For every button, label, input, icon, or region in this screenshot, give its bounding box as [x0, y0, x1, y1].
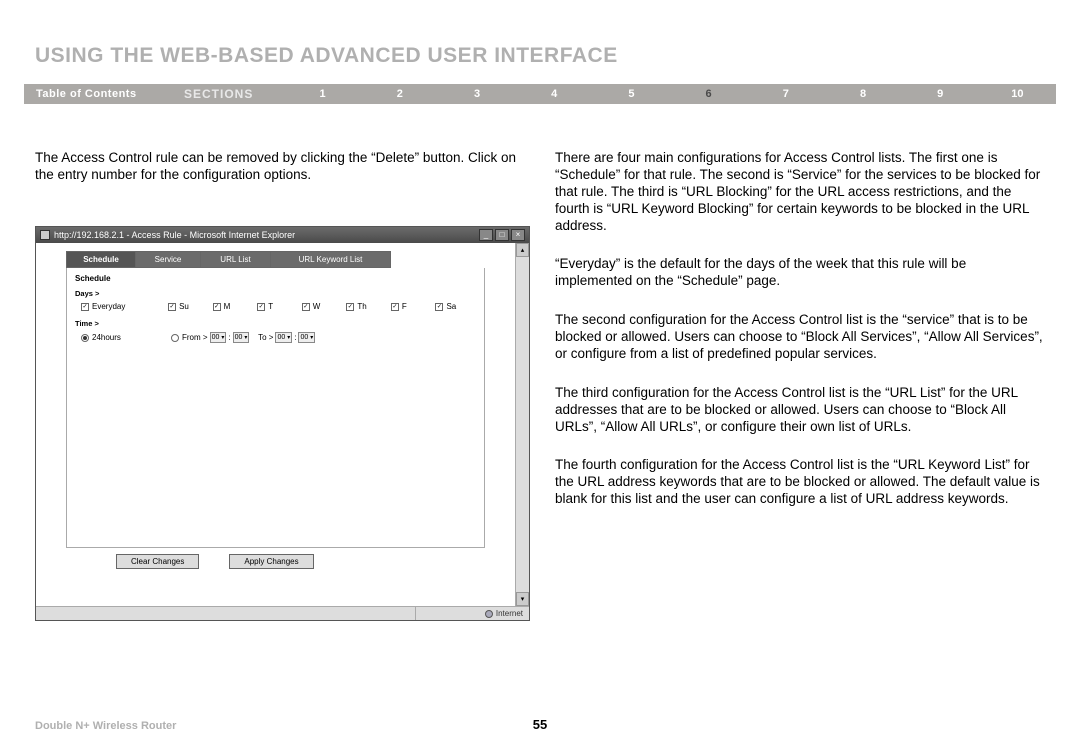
day-w[interactable]: ✓W	[302, 302, 343, 311]
time-24hours[interactable]: 24hours	[75, 333, 167, 342]
right-p2: “Everyday” is the default for the days o…	[555, 256, 1045, 290]
maximize-icon[interactable]: □	[495, 229, 509, 241]
days-label: Days >	[75, 289, 476, 298]
day-t[interactable]: ✓T	[257, 302, 298, 311]
status-internet-label: Internet	[496, 609, 523, 618]
ie-statusbar: Internet	[36, 606, 529, 620]
tab-service[interactable]: Service	[136, 251, 201, 268]
form-heading: Schedule	[75, 274, 476, 283]
checkbox-icon[interactable]: ✓	[213, 303, 221, 311]
scrollbar[interactable]: ▴ ▾	[515, 243, 529, 606]
checkbox-icon[interactable]: ✓	[168, 303, 176, 311]
section-6[interactable]: 6	[670, 88, 747, 100]
section-2[interactable]: 2	[361, 88, 438, 100]
scroll-up-icon[interactable]: ▴	[516, 243, 529, 257]
section-10[interactable]: 10	[979, 88, 1056, 100]
left-column-text: The Access Control rule can be removed b…	[35, 150, 525, 184]
time-from[interactable]: From > 00▾: 00▾ To > 00▾: 00▾	[171, 332, 317, 343]
right-p4: The third configuration for the Access C…	[555, 385, 1045, 436]
checkbox-icon[interactable]: ✓	[391, 303, 399, 311]
scroll-down-icon[interactable]: ▾	[516, 592, 529, 606]
day-f[interactable]: ✓F	[391, 302, 432, 311]
checkbox-icon[interactable]: ✓	[81, 303, 89, 311]
checkbox-icon[interactable]: ✓	[435, 303, 443, 311]
day-sa[interactable]: ✓Sa	[435, 302, 476, 311]
checkbox-icon[interactable]: ✓	[257, 303, 265, 311]
chevron-down-icon: ▾	[287, 334, 290, 341]
time-row: 24hours From > 00▾: 00▾ To > 00▾: 00▾	[75, 332, 476, 343]
apply-changes-button[interactable]: Apply Changes	[229, 554, 313, 569]
section-nav: Table of Contents SECTIONS 1 2 3 4 5 6 7…	[24, 84, 1056, 104]
minimize-icon[interactable]: _	[479, 229, 493, 241]
day-everyday[interactable]: ✓Everyday	[75, 302, 164, 311]
ie-window: http://192.168.2.1 - Access Rule - Micro…	[35, 226, 530, 621]
right-p5: The fourth configuration for the Access …	[555, 457, 1045, 508]
section-1[interactable]: 1	[284, 88, 361, 100]
to-hour-select[interactable]: 00▾	[275, 332, 292, 343]
from-min-select[interactable]: 00▾	[233, 332, 250, 343]
tab-url-keyword[interactable]: URL Keyword List	[271, 251, 391, 268]
section-9[interactable]: 9	[902, 88, 979, 100]
ie-content: Schedule Service URL List URL Keyword Li…	[36, 243, 515, 606]
button-row: Clear Changes Apply Changes	[66, 554, 485, 569]
chevron-down-icon: ▾	[221, 334, 224, 341]
tab-url-list[interactable]: URL List	[201, 251, 271, 268]
footer-product: Double N+ Wireless Router	[35, 720, 176, 732]
right-p3: The second configuration for the Access …	[555, 312, 1045, 363]
section-5[interactable]: 5	[593, 88, 670, 100]
day-m[interactable]: ✓M	[213, 302, 254, 311]
globe-icon	[485, 610, 493, 618]
page-number: 55	[533, 717, 547, 732]
radio-icon[interactable]	[81, 334, 89, 342]
tab-row: Schedule Service URL List URL Keyword Li…	[66, 251, 515, 268]
ie-title-text: http://192.168.2.1 - Access Rule - Micro…	[54, 230, 295, 240]
chevron-down-icon: ▾	[244, 334, 247, 341]
tab-schedule[interactable]: Schedule	[66, 251, 136, 268]
section-8[interactable]: 8	[824, 88, 901, 100]
close-icon[interactable]: ×	[511, 229, 525, 241]
chevron-down-icon: ▾	[310, 334, 313, 341]
to-min-select[interactable]: 00▾	[298, 332, 315, 343]
day-su[interactable]: ✓Su	[168, 302, 209, 311]
days-row: ✓Everyday ✓Su ✓M ✓T ✓W ✓Th ✓F ✓Sa	[75, 302, 476, 311]
page-title: USING THE WEB-BASED ADVANCED USER INTERF…	[35, 44, 618, 68]
time-label: Time >	[75, 319, 476, 328]
clear-changes-button[interactable]: Clear Changes	[116, 554, 199, 569]
sections-label: SECTIONS	[184, 87, 284, 101]
ie-icon	[40, 230, 50, 240]
schedule-form: Schedule Days > ✓Everyday ✓Su ✓M ✓T ✓W ✓…	[66, 268, 485, 548]
section-7[interactable]: 7	[747, 88, 824, 100]
radio-icon[interactable]	[171, 334, 179, 342]
checkbox-icon[interactable]: ✓	[346, 303, 354, 311]
toc-link[interactable]: Table of Contents	[24, 88, 184, 100]
ie-titlebar: http://192.168.2.1 - Access Rule - Micro…	[36, 227, 529, 243]
left-paragraph: The Access Control rule can be removed b…	[35, 150, 525, 184]
status-empty	[36, 607, 416, 620]
day-th[interactable]: ✓Th	[346, 302, 387, 311]
from-hour-select[interactable]: 00▾	[210, 332, 227, 343]
right-p1: There are four main configurations for A…	[555, 150, 1045, 234]
right-column-text: There are four main configurations for A…	[555, 150, 1045, 530]
section-3[interactable]: 3	[438, 88, 515, 100]
section-4[interactable]: 4	[516, 88, 593, 100]
status-zone: Internet	[479, 609, 529, 618]
checkbox-icon[interactable]: ✓	[302, 303, 310, 311]
